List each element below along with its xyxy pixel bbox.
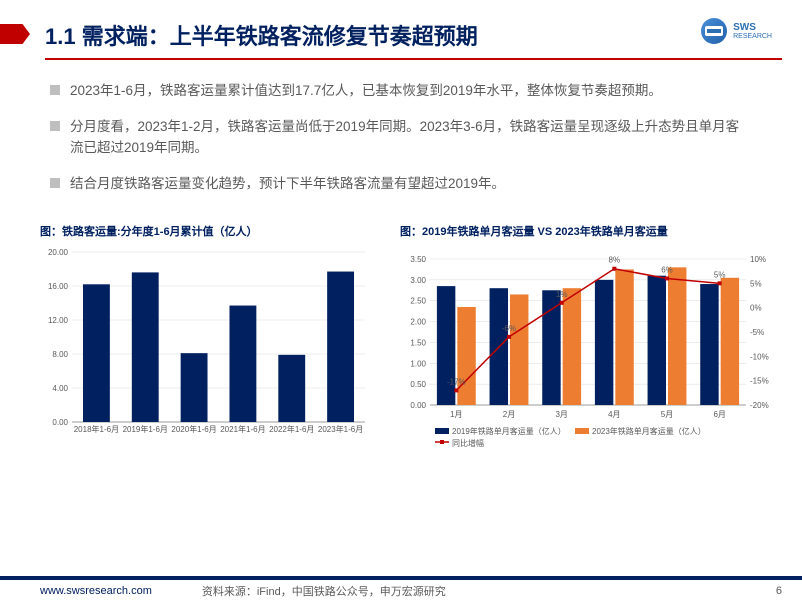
svg-text:1月: 1月	[450, 410, 462, 419]
svg-text:2021年1-6月: 2021年1-6月	[220, 424, 265, 434]
footer-source: 资料来源：iFind，中国铁路公众号，申万宏源研究	[202, 583, 446, 599]
svg-text:8.00: 8.00	[52, 350, 68, 359]
svg-text:-15%: -15%	[750, 377, 769, 386]
bullet-text: 分月度看，2023年1-2月，铁路客运量尚低于2019年同期。2023年3-6月…	[70, 116, 752, 159]
svg-text:0.00: 0.00	[410, 401, 426, 410]
bullet-icon	[50, 121, 60, 131]
svg-text:-10%: -10%	[750, 353, 769, 362]
svg-text:5%: 5%	[714, 271, 726, 280]
svg-text:-20%: -20%	[750, 401, 769, 410]
svg-text:2023年1-6月: 2023年1-6月	[318, 424, 363, 434]
footer-page: 6	[776, 585, 782, 597]
header: 1.1 需求端：上半年铁路客流修复节奏超预期 SWS RESEARCH	[0, 0, 802, 60]
charts-row: 图：铁路客运量:分年度1-6月累计值（亿人） 0.00 4.00 8.00 12.00…	[0, 218, 802, 447]
sws-logo: SWS RESEARCH	[701, 18, 772, 44]
svg-text:20.00: 20.00	[48, 248, 69, 257]
accent-chevron	[0, 24, 30, 44]
svg-text:3.00: 3.00	[410, 276, 426, 285]
chart2-block: 图：2019年铁路单月客运量 VS 2023年铁路单月客运量 0.00 0.50 1…	[400, 223, 780, 447]
svg-text:2022年1-6月: 2022年1-6月	[269, 424, 314, 434]
footer: www.swsresearch.com 资料来源：iFind，中国铁路公众号，申…	[0, 576, 802, 602]
svg-text:2019年铁路单月客运量（亿人）: 2019年铁路单月客运量（亿人）	[452, 426, 566, 436]
svg-text:0.50: 0.50	[410, 381, 426, 390]
svg-text:2023年铁路单月客运量（亿人）: 2023年铁路单月客运量（亿人）	[592, 426, 706, 436]
svg-text:12.00: 12.00	[48, 316, 69, 325]
footer-url: www.swsresearch.com	[40, 585, 152, 597]
svg-text:6%: 6%	[661, 266, 673, 275]
logo-icon	[701, 18, 727, 44]
svg-text:1.50: 1.50	[410, 339, 426, 348]
svg-text:同比增幅: 同比增幅	[452, 438, 484, 447]
svg-text:1.00: 1.00	[410, 360, 426, 369]
svg-text:3月: 3月	[555, 410, 567, 419]
bullet-icon	[50, 178, 60, 188]
svg-text:2019年1-6月: 2019年1-6月	[123, 424, 168, 434]
chart2-title: 图：2019年铁路单月客运量 VS 2023年铁路单月客运量	[400, 223, 780, 239]
svg-text:2.50: 2.50	[410, 297, 426, 306]
bullet-item: 分月度看，2023年1-2月，铁路客运量尚低于2019年同期。2023年3-6月…	[50, 116, 752, 159]
bullet-item: 2023年1-6月，铁路客运量累计值达到17.7亿人，已基本恢复到2019年水平…	[50, 80, 752, 102]
svg-text:6月: 6月	[713, 410, 725, 419]
svg-text:0%: 0%	[750, 304, 762, 313]
bullet-item: 结合月度铁路客运量变化趋势，预计下半年铁路客流量有望超过2019年。	[50, 173, 752, 195]
bullet-icon	[50, 85, 60, 95]
svg-text:2018年1-6月: 2018年1-6月	[74, 424, 119, 434]
svg-text:8%: 8%	[609, 256, 621, 265]
chart2-svg: 0.00 0.50 1.00 1.50 2.00 2.50 3.00 3.50 -20% -15%…	[400, 247, 780, 447]
svg-text:1%: 1%	[556, 290, 568, 299]
svg-text:-5%: -5%	[750, 328, 764, 337]
chart1-title: 图：铁路客运量:分年度1-6月累计值（亿人）	[40, 223, 370, 239]
chart1-svg: 0.00 4.00 8.00 12.00 16.00 20.00 2018年1-6月 2019…	[40, 247, 370, 447]
svg-text:-6%: -6%	[502, 324, 516, 333]
title-underline	[45, 58, 782, 60]
svg-text:5%: 5%	[750, 280, 762, 289]
svg-text:3.50: 3.50	[410, 255, 426, 264]
logo-name: SWS	[733, 23, 772, 33]
chart1-block: 图：铁路客运量:分年度1-6月累计值（亿人） 0.00 4.00 8.00 12.00…	[40, 223, 370, 447]
bullet-text: 结合月度铁路客运量变化趋势，预计下半年铁路客流量有望超过2019年。	[70, 173, 505, 195]
svg-text:16.00: 16.00	[48, 282, 69, 291]
body-bullets: 2023年1-6月，铁路客运量累计值达到17.7亿人，已基本恢复到2019年水平…	[0, 60, 802, 218]
svg-text:5月: 5月	[661, 410, 673, 419]
logo-sub: RESEARCH	[733, 33, 772, 40]
svg-text:4月: 4月	[608, 410, 620, 419]
svg-text:10%: 10%	[750, 255, 766, 264]
svg-text:2.00: 2.00	[410, 318, 426, 327]
svg-text:0.00: 0.00	[52, 418, 68, 427]
bullet-text: 2023年1-6月，铁路客运量累计值达到17.7亿人，已基本恢复到2019年水平…	[70, 80, 662, 102]
svg-text:4.00: 4.00	[52, 384, 68, 393]
svg-text:2月: 2月	[503, 410, 515, 419]
svg-text:2020年1-6月: 2020年1-6月	[171, 424, 216, 434]
page-title: 1.1 需求端：上半年铁路客流修复节奏超预期	[45, 19, 478, 51]
svg-text:-17%: -17%	[447, 378, 466, 387]
